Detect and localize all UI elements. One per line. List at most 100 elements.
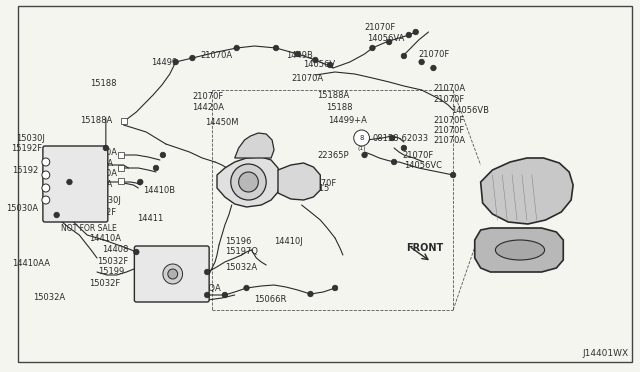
Circle shape [332,285,338,291]
Text: 14420A: 14420A [84,148,116,157]
Text: 22365P: 22365P [317,151,349,160]
Circle shape [168,269,178,279]
Circle shape [204,269,210,275]
Circle shape [401,145,406,151]
Circle shape [163,264,182,284]
Text: 14499+A: 14499+A [328,115,367,125]
Circle shape [364,137,369,143]
Circle shape [308,291,313,297]
Circle shape [153,165,159,171]
Text: 14410AA: 14410AA [12,260,50,269]
Text: 14056VB: 14056VB [451,106,489,115]
Circle shape [451,172,456,178]
Circle shape [370,45,375,51]
Text: 15032A: 15032A [225,263,257,272]
Bar [118,178,124,184]
Text: 1449B: 1449B [287,51,314,60]
Circle shape [42,171,50,179]
Text: 21070F: 21070F [402,151,433,160]
Circle shape [231,164,266,200]
Text: 21070A: 21070A [291,74,323,83]
Circle shape [413,29,419,35]
Circle shape [401,53,406,59]
FancyBboxPatch shape [134,246,209,302]
Text: (1): (1) [357,146,366,151]
Text: 14460VA: 14460VA [477,246,514,254]
Text: 15188A: 15188A [81,115,113,125]
Polygon shape [475,228,563,272]
Circle shape [204,292,210,298]
Text: 21070F: 21070F [306,179,337,187]
Text: 14410J: 14410J [274,237,303,246]
Circle shape [312,57,318,63]
Text: 21070F: 21070F [433,125,465,135]
Text: 14410A: 14410A [88,234,120,243]
Text: 15030A: 15030A [81,158,113,167]
Text: 15192F: 15192F [11,144,42,153]
Text: 15066R: 15066R [254,295,287,304]
Text: 08158-62033: 08158-62033 [372,134,429,142]
Bar [118,152,124,158]
Circle shape [67,179,72,185]
Text: 21070F: 21070F [193,92,223,100]
Text: 14415: 14415 [303,183,330,192]
Circle shape [295,51,300,57]
Text: 15197QA: 15197QA [182,283,221,292]
Text: 15032F: 15032F [90,279,120,289]
Text: 14420A: 14420A [84,169,116,177]
Text: 14499: 14499 [152,58,178,67]
Text: J14401WX: J14401WX [582,350,628,359]
Circle shape [42,184,50,192]
Circle shape [222,292,228,298]
Text: 15188: 15188 [90,78,116,87]
Circle shape [389,135,395,141]
Text: 8: 8 [359,135,364,141]
Text: 14056V: 14056V [303,60,336,68]
Text: 15192F: 15192F [86,208,116,217]
Text: 15188A: 15188A [317,90,350,99]
Text: 15030A: 15030A [6,203,38,212]
Text: 15032A: 15032A [33,294,65,302]
Text: 21070F: 21070F [433,94,465,103]
Circle shape [42,196,50,204]
Circle shape [419,59,424,65]
Circle shape [103,145,109,151]
Bar [120,118,127,124]
Text: 21070F: 21070F [419,49,450,58]
Text: 14450NA: 14450NA [74,180,113,189]
Text: 21070A: 21070A [433,83,465,93]
Text: 15192: 15192 [12,166,38,174]
Text: 15030J: 15030J [16,134,45,142]
Circle shape [189,55,195,61]
Text: 21070A: 21070A [200,51,232,60]
Text: 15030J: 15030J [92,196,120,205]
Text: 15032F: 15032F [97,257,129,266]
Circle shape [138,179,143,185]
Text: 14056VA: 14056VA [367,33,405,42]
Text: 14450M: 14450M [205,118,239,126]
Circle shape [42,158,50,166]
Polygon shape [235,133,274,158]
Text: 15188: 15188 [326,103,353,112]
Text: 15196: 15196 [225,237,252,246]
Text: FRONT: FRONT [406,243,443,253]
Text: 14056VC: 14056VC [404,160,442,170]
Circle shape [244,285,249,291]
FancyBboxPatch shape [43,146,108,222]
Circle shape [354,130,369,146]
Circle shape [173,59,179,65]
Circle shape [362,152,367,158]
Polygon shape [278,163,320,200]
Circle shape [54,212,60,218]
Text: 14463PA: 14463PA [477,257,513,266]
Circle shape [239,172,259,192]
Polygon shape [217,157,281,207]
Text: 15197Q: 15197Q [225,247,258,256]
Text: 21070F: 21070F [365,22,396,32]
Circle shape [387,39,392,45]
Text: 21070A: 21070A [433,135,465,144]
Ellipse shape [495,240,545,260]
Bar [118,165,124,171]
Circle shape [391,159,397,165]
Text: 14410B: 14410B [143,186,176,195]
